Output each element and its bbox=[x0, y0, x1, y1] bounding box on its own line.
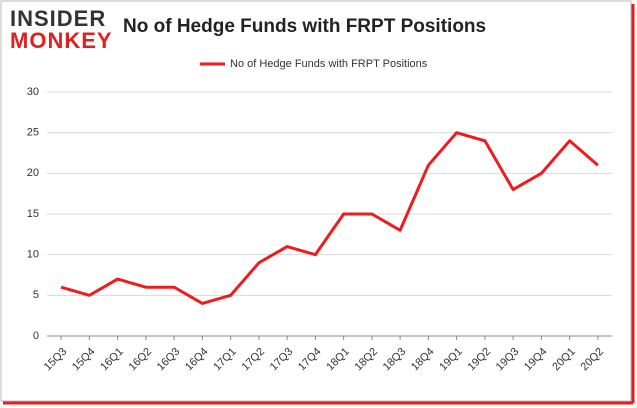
legend-label: No of Hedge Funds with FRPT Positions bbox=[230, 58, 428, 70]
y-tick-label: 10 bbox=[27, 249, 39, 261]
data-line bbox=[60, 131, 599, 305]
y-tick-label: 0 bbox=[33, 330, 39, 342]
chart-title: No of Hedge Funds with FRPT Positions bbox=[123, 16, 486, 37]
y-tick-label: 15 bbox=[27, 208, 39, 220]
y-tick-label: 30 bbox=[27, 86, 39, 98]
frame bbox=[0, 0, 632, 402]
y-tick-label: 25 bbox=[27, 127, 39, 139]
logo-bottom: MONKEY bbox=[10, 28, 113, 53]
y-tick-label: 5 bbox=[33, 289, 39, 301]
y-tick-label: 20 bbox=[27, 167, 39, 179]
logo-top: INSIDER bbox=[10, 6, 106, 31]
